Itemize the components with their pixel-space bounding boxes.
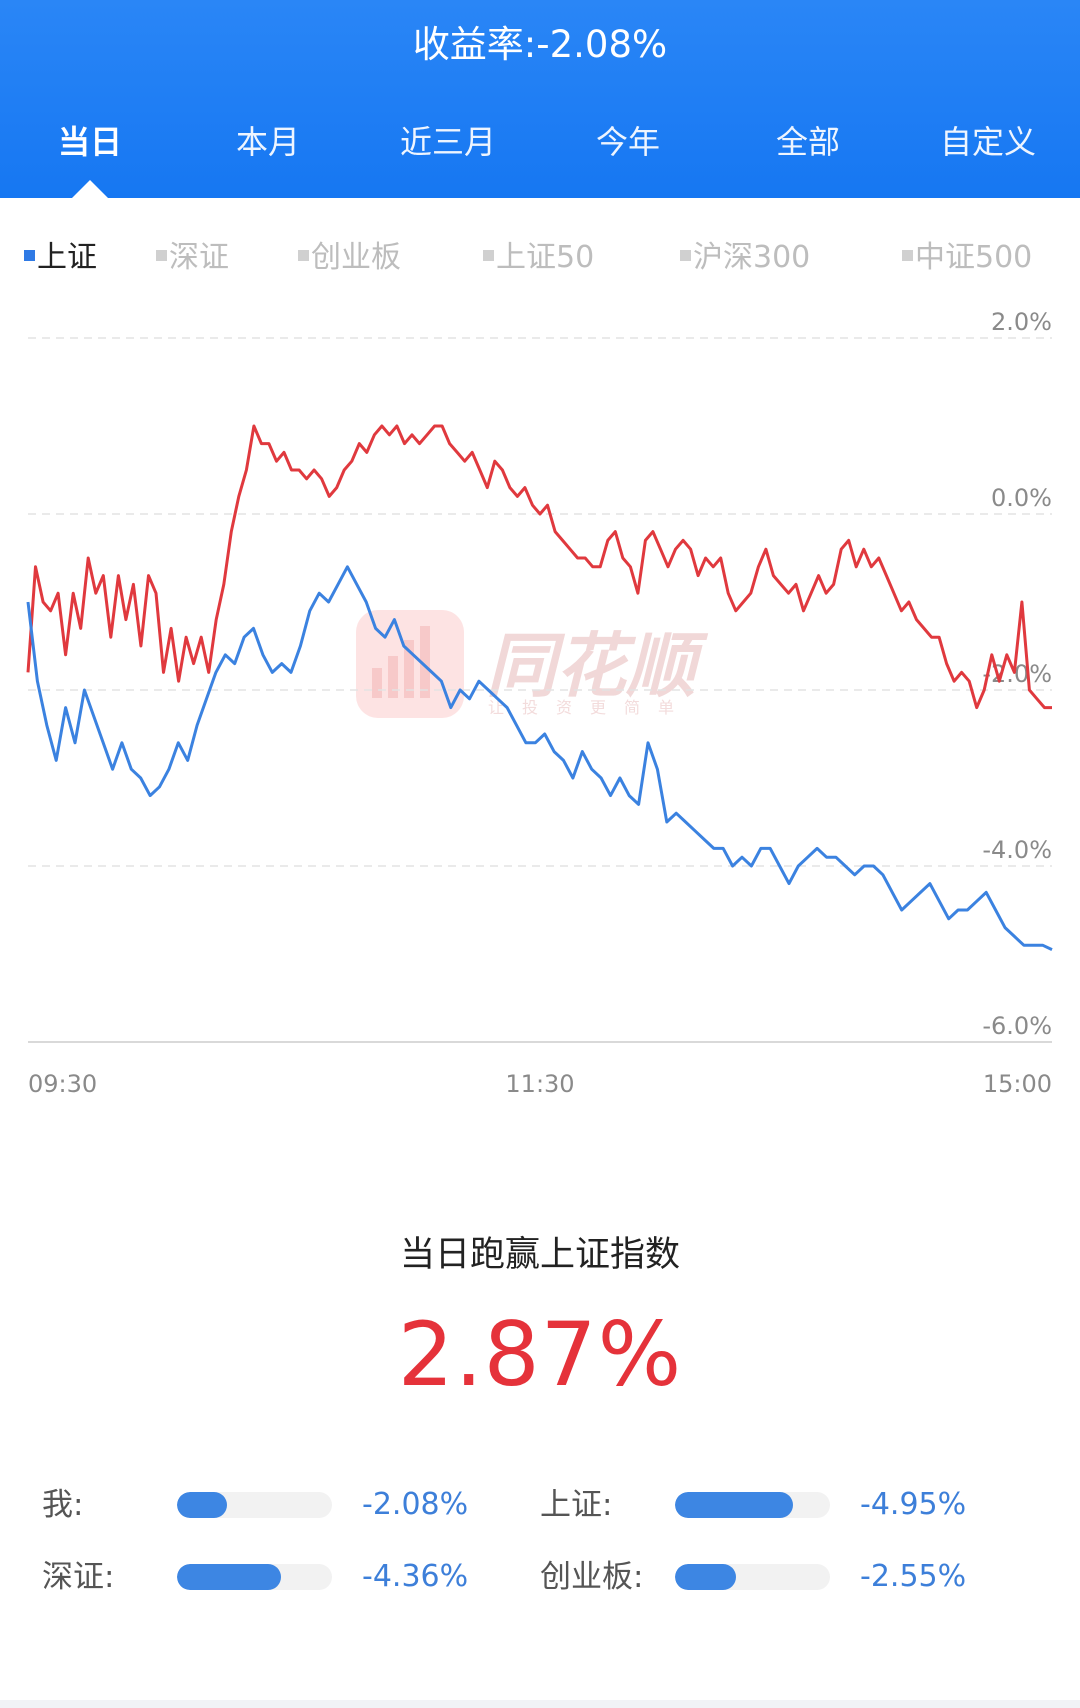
series-line-index	[26, 565, 1053, 951]
chart-grid	[28, 337, 1052, 1043]
y-tick-label: 2.0%	[991, 308, 1052, 336]
period-tabs: 当日 本月 近三月 今年 全部 自定义	[0, 112, 1080, 172]
tab-today[interactable]: 当日	[57, 123, 122, 161]
legend-label: 沪深300	[693, 240, 811, 275]
comparison-value: -4.36%	[362, 1559, 469, 1594]
bottom-divider	[0, 1700, 1080, 1708]
outperform-title: 当日跑赢上证指数	[399, 1235, 680, 1275]
tab-all[interactable]: 全部	[775, 123, 840, 161]
y-axis-labels: 2.0% 0.0% -2.0% -4.0% -6.0%	[982, 308, 1052, 1040]
legend-label: 创业板	[311, 240, 401, 275]
legend-square-icon	[902, 250, 913, 261]
legend-square-icon	[24, 250, 35, 261]
legend-item-shenzhen[interactable]: 深证	[156, 234, 229, 282]
y-tick-label: -2.0%	[982, 660, 1052, 688]
x-tick-label: 11:30	[505, 1070, 574, 1098]
comparison-bar-fill	[177, 1564, 281, 1590]
legend-item-csi300[interactable]: 沪深300	[680, 234, 810, 282]
tab-custom[interactable]: 自定义	[939, 123, 1036, 161]
watermark-brand: 同花顺	[486, 625, 709, 707]
tab-three-months[interactable]: 近三月	[399, 123, 496, 161]
legend-item-chinext[interactable]: 创业板	[298, 234, 401, 282]
y-tick-label: -4.0%	[982, 836, 1052, 864]
outperform-value: 2.87%	[397, 1303, 683, 1406]
x-tick-label: 15:00	[983, 1070, 1052, 1098]
legend-square-icon	[298, 250, 309, 261]
legend-label: 中证500	[915, 240, 1033, 275]
legend-label: 上证	[37, 240, 97, 275]
legend-square-icon	[680, 250, 691, 261]
page-title: 收益率:-2.08%	[412, 23, 668, 66]
comparison-bar-fill	[675, 1564, 736, 1590]
comparison-value: -2.55%	[860, 1559, 967, 1594]
header-bar: 收益率:-2.08% 当日 本月 近三月 今年 全部 自定义	[0, 0, 1080, 198]
watermark-slogan: 让投资更简单	[488, 698, 692, 717]
series-line-mine	[26, 424, 1052, 710]
legend-item-csi500[interactable]: 中证500	[902, 234, 1032, 282]
comparison-label: 上证:	[540, 1487, 613, 1523]
comparison-label: 创业板:	[540, 1559, 644, 1595]
comparison-panel: 我: -2.08% 上证: -4.95% 深证: -4.36% 创业板: -2.…	[0, 1480, 1080, 1630]
x-tick-label: 09:30	[28, 1070, 97, 1098]
comparison-value: -4.95%	[860, 1487, 967, 1522]
legend-item-sse50[interactable]: 上证50	[483, 234, 594, 282]
legend-label: 深证	[169, 240, 229, 275]
index-selector: 上证 深证 创业板 上证50 沪深300 中证500	[0, 234, 1080, 282]
tab-this-year[interactable]: 今年	[595, 123, 660, 161]
comparison-bar-track	[675, 1564, 830, 1590]
legend-item-shanghai[interactable]: 上证	[24, 234, 97, 282]
active-tab-indicator	[72, 180, 108, 198]
y-tick-label: -6.0%	[982, 1012, 1052, 1040]
comparison-bar-fill	[177, 1492, 227, 1518]
comparison-bar-track	[177, 1492, 332, 1518]
comparison-bar-fill	[675, 1492, 793, 1518]
legend-square-icon	[483, 250, 494, 261]
watermark: 同花顺 让投资更简单	[356, 610, 709, 718]
y-tick-label: 0.0%	[991, 484, 1052, 512]
x-axis-labels: 09:30 11:30 15:00	[28, 1070, 1052, 1098]
return-line-chart: 同花顺 让投资更简单 2.0% 0.0% -2.0% -4.0% -6.0% 09:30…	[26, 308, 1053, 1098]
tab-this-month[interactable]: 本月	[235, 123, 300, 161]
chart-series	[26, 424, 1053, 951]
legend-label: 上证50	[496, 240, 595, 275]
comparison-value: -2.08%	[362, 1487, 469, 1522]
comparison-bar-track	[177, 1564, 332, 1590]
comparison-label: 我:	[42, 1487, 84, 1523]
legend-square-icon	[156, 250, 167, 261]
comparison-bar-track	[675, 1492, 830, 1518]
comparison-label: 深证:	[42, 1559, 115, 1595]
